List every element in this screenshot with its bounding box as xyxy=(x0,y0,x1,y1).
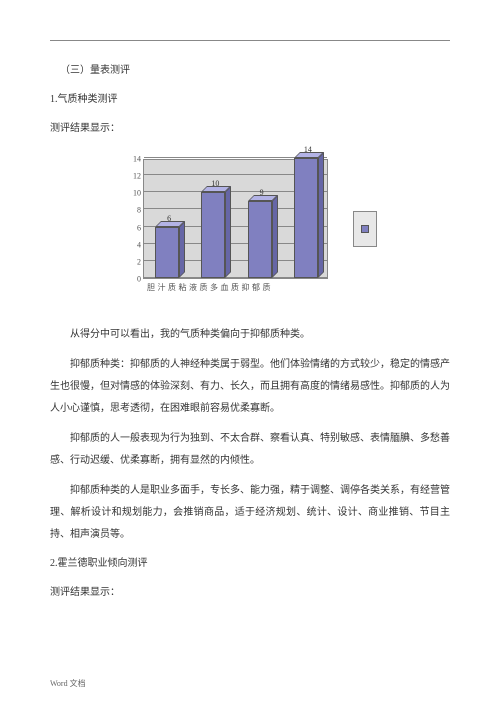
paragraph-4: 抑郁质种类的人是职业多面手，专长多、能力强，精于调整、调停各类关系，有经营管理、… xyxy=(50,480,450,546)
paragraph-3: 抑郁质的人一般表现为行为独到、不太合群、察看认真、特别敏感、表情腼腆、多愁善感、… xyxy=(50,428,450,472)
bar-value-label: 14 xyxy=(304,145,312,154)
sub1-title: 气质种类测评 xyxy=(58,94,118,105)
bar xyxy=(248,201,278,278)
paragraph-1: 从得分中可以看出，我的气质种类偏向于抑郁质种类。 xyxy=(50,324,450,346)
result-label-2: 测评结果显示： xyxy=(50,583,450,598)
bar xyxy=(294,158,324,278)
sub2-num: 2. xyxy=(50,558,58,569)
bar xyxy=(155,227,185,278)
bar-value-label: 6 xyxy=(167,214,171,223)
bar-value-label: 10 xyxy=(211,179,219,188)
y-tick-label: 12 xyxy=(133,172,141,181)
sub2-title: 霍兰德职业倾向测评 xyxy=(58,558,148,569)
y-tick-label: 0 xyxy=(137,275,141,284)
chart-legend xyxy=(353,211,377,247)
result-label-1: 测评结果显示： xyxy=(50,119,450,134)
top-rule xyxy=(50,40,450,41)
footer-text: Word 文档 xyxy=(50,678,86,689)
y-tick-label: 4 xyxy=(137,240,141,249)
bar-chart: 02468101214 610914 胆汁质粘液质多血质抑郁质 xyxy=(123,154,333,304)
subsection-2: 2.霍兰德职业倾向测评 xyxy=(50,554,450,569)
bar xyxy=(201,192,231,278)
bar-value-label: 9 xyxy=(260,188,264,197)
section-title: （三）量表测评 xyxy=(50,61,450,76)
y-tick-label: 2 xyxy=(137,257,141,266)
y-tick-label: 14 xyxy=(133,155,141,164)
y-tick-label: 8 xyxy=(137,206,141,215)
sub1-num: 1. xyxy=(50,94,58,105)
y-tick-label: 10 xyxy=(133,189,141,198)
y-tick-label: 6 xyxy=(137,223,141,232)
chart-container: 02468101214 610914 胆汁质粘液质多血质抑郁质 xyxy=(50,154,450,304)
paragraph-2: 抑郁质种类：抑郁质的人神经种类属于弱型。他们体验情绪的方式较少，稳定的情感产生也… xyxy=(50,354,450,420)
legend-marker xyxy=(361,225,369,233)
x-axis-label: 胆汁质粘液质多血质抑郁质 xyxy=(147,282,273,293)
subsection-1: 1.气质种类测评 xyxy=(50,90,450,105)
